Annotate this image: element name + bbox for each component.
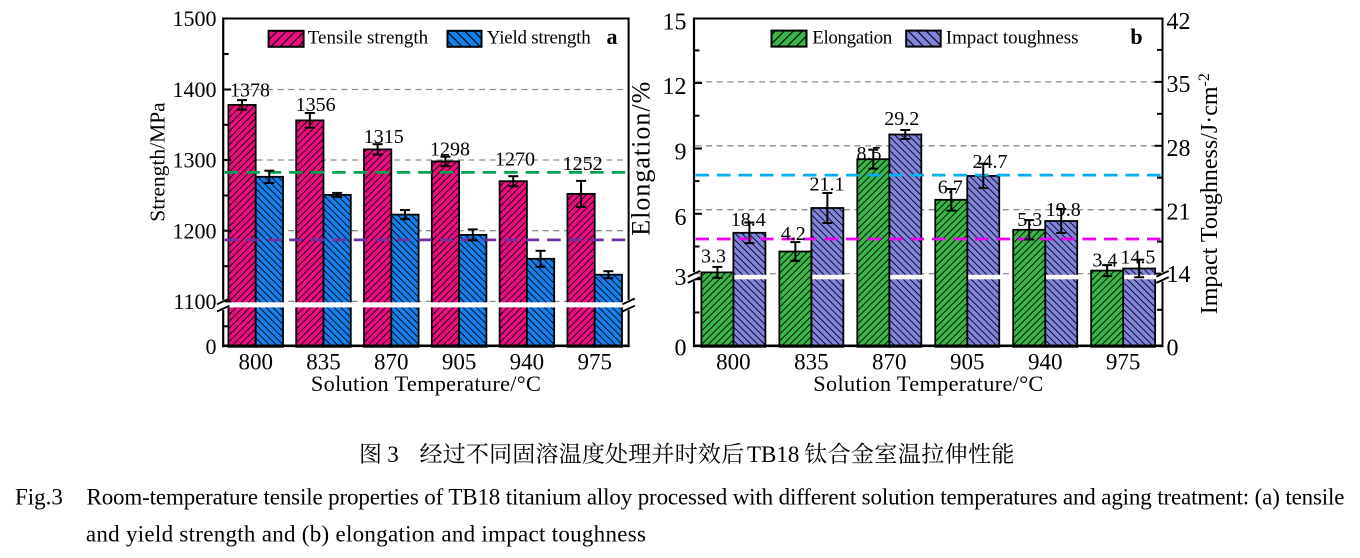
svg-text:6.7: 6.7 bbox=[938, 177, 963, 199]
svg-text:Fig.3: Fig.3 bbox=[15, 484, 63, 509]
svg-text:905: 905 bbox=[950, 350, 985, 375]
svg-text:Solution Temperature/°C: Solution Temperature/°C bbox=[813, 371, 1043, 396]
svg-text:a: a bbox=[607, 24, 618, 49]
svg-text:42: 42 bbox=[1167, 9, 1191, 35]
svg-text:3.4: 3.4 bbox=[1092, 250, 1117, 272]
svg-text:3: 3 bbox=[675, 265, 687, 291]
svg-text:4.2: 4.2 bbox=[781, 223, 806, 245]
svg-text:8.5: 8.5 bbox=[857, 143, 882, 165]
svg-text:1270: 1270 bbox=[495, 149, 535, 171]
svg-text:9: 9 bbox=[675, 140, 687, 166]
svg-text:940: 940 bbox=[510, 350, 545, 375]
svg-text:1500: 1500 bbox=[173, 6, 217, 31]
svg-text:21.1: 21.1 bbox=[810, 174, 845, 196]
svg-text:1378: 1378 bbox=[230, 80, 270, 102]
svg-text:Elongation/%: Elongation/% bbox=[627, 82, 656, 236]
svg-text:975: 975 bbox=[577, 350, 612, 375]
svg-text:5.3: 5.3 bbox=[1017, 209, 1042, 231]
svg-text:3.3: 3.3 bbox=[701, 246, 726, 268]
svg-text:12: 12 bbox=[663, 74, 687, 100]
svg-text:905: 905 bbox=[442, 350, 477, 375]
svg-text:TB18: TB18 bbox=[747, 442, 799, 467]
svg-text:1252: 1252 bbox=[563, 153, 603, 175]
svg-text:1400: 1400 bbox=[173, 77, 217, 102]
svg-text:Solution Temperature/°C: Solution Temperature/°C bbox=[311, 371, 541, 396]
svg-text:1315: 1315 bbox=[364, 126, 404, 148]
svg-text:Impact Toughness/J·cm-2: Impact Toughness/J·cm-2 bbox=[1196, 73, 1223, 314]
svg-text:940: 940 bbox=[1028, 350, 1063, 375]
svg-text:28: 28 bbox=[1167, 136, 1191, 162]
svg-text:24.7: 24.7 bbox=[973, 151, 1008, 173]
svg-text:14.5: 14.5 bbox=[1120, 247, 1155, 269]
svg-text:870: 870 bbox=[374, 350, 409, 375]
svg-text:0: 0 bbox=[675, 336, 687, 362]
svg-text:Tensile strength: Tensile strength bbox=[308, 28, 429, 49]
svg-text:21: 21 bbox=[1167, 200, 1191, 226]
svg-text:1300: 1300 bbox=[173, 148, 217, 173]
svg-text:1298: 1298 bbox=[430, 139, 470, 161]
svg-text:1356: 1356 bbox=[296, 94, 336, 116]
svg-text:Strength/MPa: Strength/MPa bbox=[146, 102, 170, 222]
svg-text:0: 0 bbox=[1167, 336, 1179, 362]
svg-text:Yield strength: Yield strength bbox=[487, 28, 591, 49]
svg-text:835: 835 bbox=[794, 350, 829, 375]
svg-text:6: 6 bbox=[675, 205, 687, 231]
svg-text:1200: 1200 bbox=[173, 218, 217, 243]
svg-text:18.4: 18.4 bbox=[731, 209, 766, 231]
svg-text:and yield strength and (b) elo: and yield strength and (b) elongation an… bbox=[86, 521, 646, 546]
svg-text:0: 0 bbox=[206, 334, 217, 359]
svg-text:b: b bbox=[1130, 24, 1142, 49]
svg-text:Impact toughness: Impact toughness bbox=[946, 27, 1079, 48]
svg-text:975: 975 bbox=[1106, 350, 1141, 375]
svg-text:800: 800 bbox=[238, 350, 273, 375]
svg-text:800: 800 bbox=[716, 350, 751, 375]
svg-text:29.2: 29.2 bbox=[884, 108, 919, 130]
svg-text:14: 14 bbox=[1167, 262, 1191, 288]
svg-text:19.8: 19.8 bbox=[1046, 199, 1081, 221]
svg-text:870: 870 bbox=[872, 350, 907, 375]
svg-text:35: 35 bbox=[1167, 72, 1191, 98]
svg-text:Elongation: Elongation bbox=[812, 27, 893, 48]
svg-text:835: 835 bbox=[306, 350, 341, 375]
svg-text:3: 3 bbox=[387, 442, 399, 467]
svg-text:Room-temperature tensile prope: Room-temperature tensile properties of T… bbox=[87, 484, 1345, 509]
svg-text:1100: 1100 bbox=[173, 289, 216, 314]
svg-text:15: 15 bbox=[663, 10, 687, 36]
